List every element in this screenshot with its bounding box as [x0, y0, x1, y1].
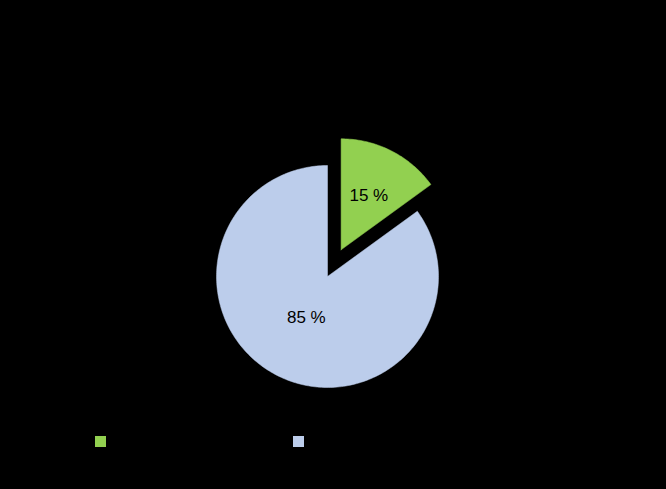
- svg-text:85 %: 85 %: [287, 308, 326, 327]
- svg-text:15 %: 15 %: [349, 186, 388, 205]
